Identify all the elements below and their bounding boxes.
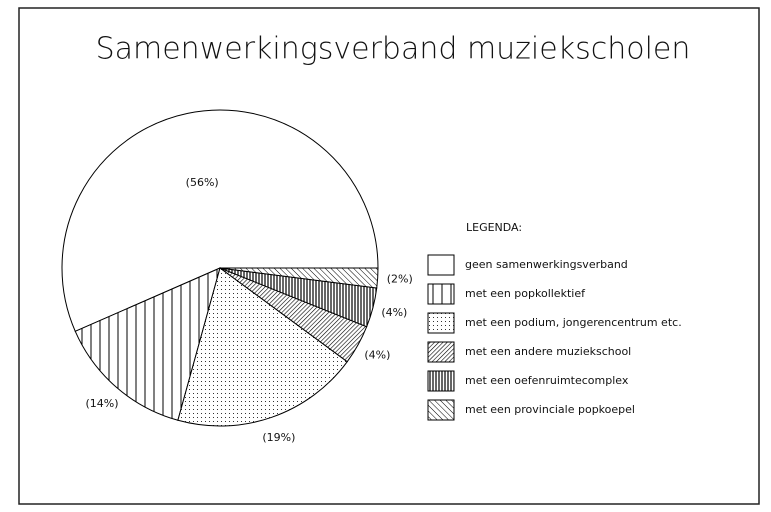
slice-label: (2%) [387, 272, 413, 285]
legend-label: geen samenwerkingsverband [465, 258, 628, 271]
legend-swatch [427, 399, 455, 421]
slice-label: (4%) [381, 306, 407, 319]
slice-label: (56%) [186, 176, 219, 189]
legend-swatch [427, 341, 455, 363]
frame [18, 7, 760, 505]
pie-slice [61, 109, 379, 333]
pie-slice [219, 267, 379, 289]
legend-title: LEGENDA: [466, 221, 522, 234]
slice-label: (14%) [86, 397, 119, 410]
chart-title: Samenwerkingsverband muziekscholen [96, 32, 691, 67]
legend-label: met een oefenruimtecomplex [465, 374, 629, 387]
legend-swatch [427, 254, 455, 276]
legend-swatch [427, 312, 455, 334]
legend-label: met een andere muziekschool [465, 345, 631, 358]
legend-swatch [427, 370, 455, 392]
legend-label: met een podium, jongerencentrum etc. [465, 316, 682, 329]
legend-swatch [427, 283, 455, 305]
legend-label: met een popkollektief [465, 287, 586, 300]
slice-label: (19%) [262, 431, 295, 444]
legend-label: met een provinciale popkoepel [465, 403, 635, 416]
slice-label: (4%) [364, 349, 390, 362]
pie-slice [74, 267, 221, 421]
pie-slice [177, 267, 348, 427]
